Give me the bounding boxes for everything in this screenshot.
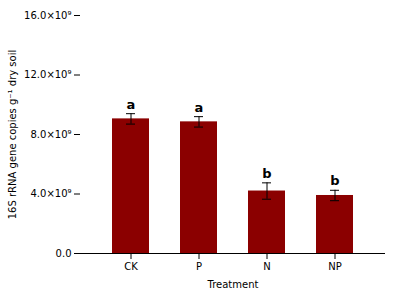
- svg-text:12.0×10⁹: 12.0×10⁹: [24, 69, 71, 80]
- svg-text:NP: NP: [328, 261, 342, 272]
- svg-text:16.0×10⁹: 16.0×10⁹: [24, 10, 71, 21]
- svg-text:P: P: [196, 261, 202, 272]
- svg-text:N: N: [263, 261, 270, 272]
- svg-text:8.0×10⁹: 8.0×10⁹: [30, 129, 71, 140]
- svg-text:4.0×10⁹: 4.0×10⁹: [30, 188, 71, 199]
- svg-text:a: a: [127, 97, 136, 112]
- svg-text:0.0: 0.0: [56, 248, 72, 259]
- svg-text:CK: CK: [124, 261, 138, 272]
- svg-text:16S rRNA gene copies g⁻¹ dry s: 16S rRNA gene copies g⁻¹ dry soil: [7, 50, 18, 220]
- svg-text:b: b: [262, 166, 271, 181]
- svg-text:a: a: [195, 100, 204, 115]
- svg-text:Treatment: Treatment: [207, 279, 259, 290]
- svg-text:b: b: [330, 173, 339, 188]
